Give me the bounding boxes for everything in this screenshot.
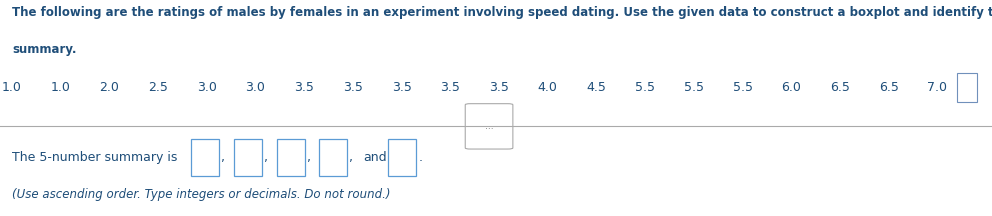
Text: 3.0: 3.0 xyxy=(246,81,266,94)
Text: and: and xyxy=(363,151,387,164)
Text: .: . xyxy=(419,151,423,164)
Text: 3.5: 3.5 xyxy=(343,81,363,94)
Text: ,: , xyxy=(307,151,310,164)
Text: The following are the ratings of males by females in an experiment involving spe: The following are the ratings of males b… xyxy=(12,6,992,19)
FancyBboxPatch shape xyxy=(191,139,219,176)
Text: 2.5: 2.5 xyxy=(148,81,168,94)
Text: ,: , xyxy=(349,151,353,164)
Text: (Use ascending order. Type integers or decimals. Do not round.): (Use ascending order. Type integers or d… xyxy=(12,188,391,201)
Text: 3.5: 3.5 xyxy=(440,81,460,94)
Text: 7.0: 7.0 xyxy=(928,81,947,94)
Text: 3.5: 3.5 xyxy=(392,81,412,94)
FancyBboxPatch shape xyxy=(234,139,262,176)
Text: ,: , xyxy=(264,151,268,164)
FancyBboxPatch shape xyxy=(465,104,513,149)
Text: 3.5: 3.5 xyxy=(489,81,509,94)
Text: 2.0: 2.0 xyxy=(99,81,119,94)
Text: 5.5: 5.5 xyxy=(683,81,704,94)
Text: 1.0: 1.0 xyxy=(51,81,70,94)
Text: 6.5: 6.5 xyxy=(879,81,899,94)
FancyBboxPatch shape xyxy=(388,139,416,176)
Text: 4.5: 4.5 xyxy=(586,81,606,94)
Text: 1.0: 1.0 xyxy=(2,81,22,94)
Text: 4.0: 4.0 xyxy=(538,81,558,94)
Text: ,: , xyxy=(221,151,225,164)
FancyBboxPatch shape xyxy=(957,73,977,102)
Text: 6.0: 6.0 xyxy=(782,81,802,94)
Text: 6.5: 6.5 xyxy=(830,81,850,94)
Text: ...: ... xyxy=(485,122,493,131)
Text: 3.5: 3.5 xyxy=(295,81,314,94)
Text: summary.: summary. xyxy=(12,43,76,56)
Text: 3.0: 3.0 xyxy=(196,81,216,94)
FancyBboxPatch shape xyxy=(277,139,305,176)
FancyBboxPatch shape xyxy=(319,139,347,176)
Text: The 5-number summary is: The 5-number summary is xyxy=(12,151,178,164)
Text: 5.5: 5.5 xyxy=(732,81,753,94)
Text: 5.5: 5.5 xyxy=(635,81,655,94)
